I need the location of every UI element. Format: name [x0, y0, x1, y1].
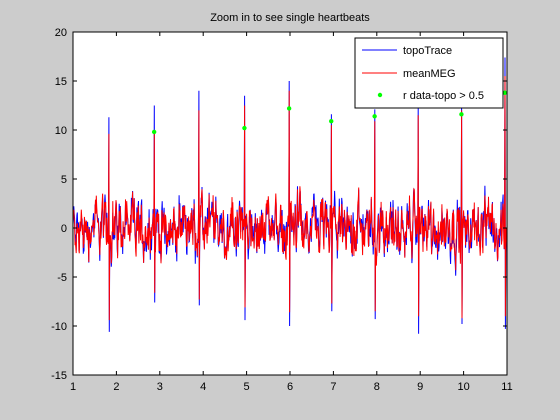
y-tick-label: -10	[51, 321, 67, 333]
y-tick-label: -15	[51, 370, 67, 382]
data-point-marker	[372, 114, 376, 118]
legend-label-topoTrace: topoTrace	[403, 45, 452, 57]
x-tick-label: 7	[330, 381, 336, 393]
y-tick-label: 0	[61, 223, 67, 235]
data-point-marker	[287, 106, 291, 110]
data-point-marker	[152, 130, 156, 134]
y-tick-label: -5	[57, 272, 67, 284]
x-tick-label: 3	[157, 381, 163, 393]
x-tick-label: 9	[417, 381, 423, 393]
y-tick-label: 5	[61, 174, 67, 186]
y-tick-label: 15	[55, 76, 67, 88]
data-point-marker	[459, 112, 463, 116]
y-tick-label: 10	[55, 125, 67, 137]
x-tick-label: 10	[457, 381, 469, 393]
data-point-marker	[329, 119, 333, 123]
chart-title: Zoom in to see single heartbeats	[210, 12, 370, 24]
legend-label-meanMEG: meanMEG	[403, 68, 456, 80]
x-tick-label: 11	[501, 381, 512, 393]
legend-label-marker: r data-topo > 0.5	[403, 90, 484, 102]
x-tick-label: 5	[244, 381, 250, 393]
legend-swatch-marker	[378, 93, 382, 97]
x-tick-label: 8	[374, 381, 380, 393]
data-point-marker	[242, 126, 246, 130]
x-tick-label: 6	[287, 381, 293, 393]
x-tick-label: 4	[200, 381, 206, 393]
y-tick-label: 20	[55, 27, 67, 39]
x-tick-label: 1	[70, 381, 76, 393]
legend: topoTrace meanMEG r data-topo > 0.5	[355, 38, 503, 108]
x-tick-label: 2	[113, 381, 119, 393]
